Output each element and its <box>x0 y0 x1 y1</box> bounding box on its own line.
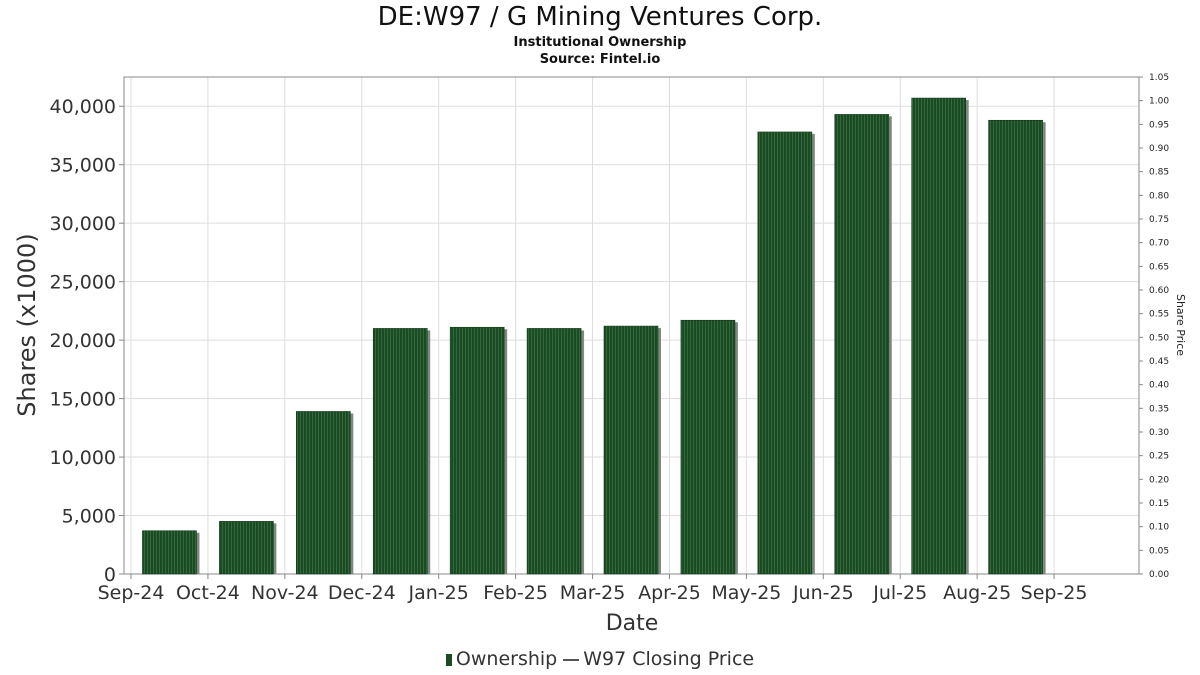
y2-tick-label: 1.00 <box>1149 97 1169 107</box>
y2-tick-label: 0.85 <box>1149 168 1169 178</box>
x-tick-label: Sep-25 <box>1021 582 1088 604</box>
y2-tick-label: 0.00 <box>1149 570 1169 580</box>
y2-tick-label: 0.95 <box>1149 120 1169 130</box>
x-tick-label: Feb-25 <box>483 582 548 604</box>
chart-legend: Ownership W97 Closing Price <box>0 648 1200 670</box>
y2-tick-label: 0.65 <box>1149 262 1169 272</box>
x-tick-label: Oct-24 <box>176 582 240 604</box>
y2-tick-label: 0.15 <box>1149 499 1169 509</box>
y-tick-label: 0 <box>104 564 116 586</box>
chart-title: DE:W97 / G Mining Ventures Corp. <box>377 2 823 32</box>
bar-dec-24 <box>296 411 351 575</box>
y2-tick-label: 0.90 <box>1149 144 1169 154</box>
x-tick-label: Aug-25 <box>943 582 1011 604</box>
y-tick-label: 30,000 <box>50 213 116 235</box>
y-tick-label: 10,000 <box>50 447 116 469</box>
x-tick-label: Dec-24 <box>328 582 396 604</box>
y2-tick-label: 0.60 <box>1149 286 1169 296</box>
y2-tick-label: 0.10 <box>1149 523 1169 533</box>
y2-tick-label: 0.80 <box>1149 191 1169 201</box>
x-tick-label: Sep-24 <box>98 582 165 604</box>
y-tick-label: 5,000 <box>62 506 116 528</box>
secondary-y-axis: 0.00 0.05 0.10 0.15 0.20 0.25 0.30 0.35 0.40 0.45… <box>1139 73 1169 580</box>
y-tick-label: 20,000 <box>50 330 116 352</box>
bar-feb-25 <box>449 326 505 575</box>
bar-nov-24 <box>219 521 274 575</box>
chart-source: Source: Fintel.io <box>539 52 661 67</box>
y2-tick-label: 0.55 <box>1149 310 1169 320</box>
x-tick-label: Jul-25 <box>872 582 927 604</box>
y2-tick-label: 0.70 <box>1149 239 1169 249</box>
price-legend-swatch <box>563 658 580 661</box>
x-tick-label: Nov-24 <box>251 582 319 604</box>
y2-tick-label: 0.30 <box>1149 428 1169 438</box>
x-tick-label: Jun-25 <box>792 582 854 604</box>
x-tick-label: Mar-25 <box>560 582 626 604</box>
y2-tick-label: 0.75 <box>1149 215 1169 225</box>
legend-price-label: W97 Closing Price <box>583 648 755 670</box>
y2-tick-label: 0.35 <box>1149 404 1169 414</box>
x-tick-label: Jan-25 <box>408 582 469 604</box>
y2-tick-label: 0.25 <box>1149 452 1169 462</box>
y-tick-label: 40,000 <box>50 96 116 118</box>
bar-jun-25 <box>757 131 813 575</box>
ownership-legend-swatch <box>445 653 452 666</box>
bar-mar-25 <box>526 328 582 575</box>
bar-sep-25 <box>988 119 1043 575</box>
y2-tick-label: 0.40 <box>1149 381 1169 391</box>
bar-oct-24 <box>142 530 197 575</box>
y-tick-label: 35,000 <box>50 155 116 177</box>
chart-subtitle: Institutional Ownership <box>513 35 687 50</box>
legend-ownership-label: Ownership <box>455 648 558 670</box>
x-tick-label: May-25 <box>711 582 781 604</box>
y-tick-label: 15,000 <box>50 389 116 411</box>
y2-tick-label: 0.20 <box>1149 475 1169 485</box>
x-axis: Sep-24 Oct-24 Nov-24 Dec-24 Jan-25 Feb-25 Mar-… <box>98 574 1088 604</box>
grid <box>124 77 1139 575</box>
y2-tick-label: 0.45 <box>1149 357 1169 367</box>
y-axis-label: Shares (x1000) <box>13 233 41 416</box>
x-tick-label: Apr-25 <box>638 582 701 604</box>
y2-tick-label: 0.50 <box>1149 333 1169 343</box>
y2-tick-label: 0.05 <box>1149 546 1169 556</box>
x-axis-label: Date <box>606 611 659 636</box>
y2-tick-label: 1.05 <box>1149 73 1169 83</box>
y-axis: 0 5,000 10,000 15,000 20,000 25,000 30,000 35,0… <box>50 96 124 586</box>
bar-jan-25 <box>372 328 428 575</box>
y-tick-label: 25,000 <box>50 272 116 294</box>
bar-apr-25 <box>603 325 659 575</box>
secondary-y-axis-label: Share Price <box>1174 294 1187 356</box>
bar-jul-25 <box>834 114 890 575</box>
bar-aug-25 <box>911 97 966 575</box>
bar-may-25 <box>680 319 736 575</box>
bars <box>142 97 1046 575</box>
